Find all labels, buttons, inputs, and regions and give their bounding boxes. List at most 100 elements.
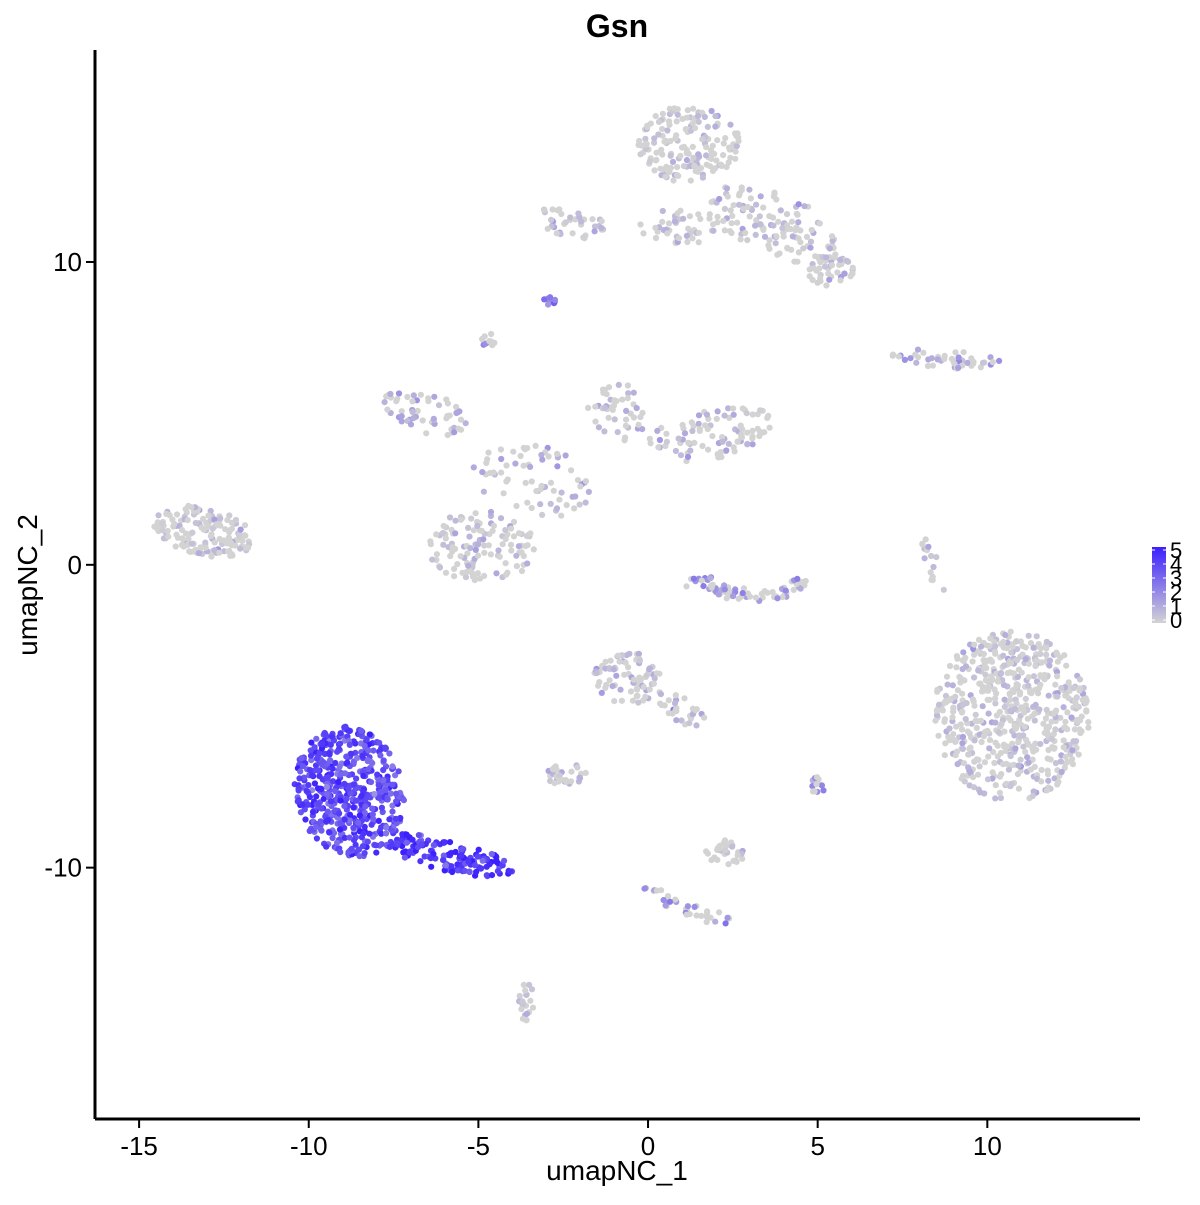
cell-point [667,137,674,145]
cell-point [674,210,681,217]
cell-point [720,217,727,224]
cell-point [640,230,647,237]
x-tick-label: -10 [290,1131,328,1161]
cell-point [556,206,563,213]
cell-point [237,526,244,533]
cell-point [518,549,525,556]
cell-point [188,504,195,511]
cell-point [733,143,740,150]
cell-point [646,158,654,165]
cell-point [971,702,978,709]
cell-point [719,434,726,441]
cell-point [527,463,534,470]
cell-point [513,563,521,570]
cell-point [659,218,666,225]
cell-point [932,717,939,724]
cell-point [659,110,667,117]
cell-point [719,438,726,445]
cell-point [1015,785,1023,792]
cell-point [480,536,487,543]
cell-point [1057,714,1064,721]
cell-point [1060,744,1067,751]
cell-point [554,463,561,470]
x-tick-label: -15 [120,1131,158,1161]
cell-point [849,270,856,277]
cell-point [635,650,643,658]
cell-point [828,262,836,269]
cell-point [165,533,172,540]
cell-point [336,763,343,770]
cell-point [662,902,669,909]
cell-point [441,867,448,874]
cell-point [458,852,465,859]
cell-point [329,834,336,842]
cell-point [1027,640,1035,647]
cell-point [971,651,978,658]
cell-point [964,359,971,366]
cell-point [946,662,954,670]
cell-point [644,124,651,131]
cell-point [1022,748,1029,756]
cell-point [944,681,951,688]
cell-point [773,196,780,203]
cell-point [609,683,616,690]
cell-point [451,565,458,573]
cell-point [642,693,649,700]
cell-point [722,135,729,142]
cell-point [216,549,223,556]
cell-point [845,258,852,265]
cell-point [503,571,510,578]
cell-point [315,767,322,774]
cell-point [618,697,626,704]
cell-point [488,850,495,858]
cell-point [1054,658,1061,665]
cell-point [442,862,449,869]
cell-point [703,152,710,159]
cell-point [526,981,533,989]
cell-point [826,276,833,283]
cell-point [951,360,958,367]
cell-point [829,237,836,244]
cell-point [336,810,343,817]
cell-point [459,569,466,576]
cell-point [721,412,728,419]
cell-point [1071,726,1078,733]
cell-point [988,658,996,665]
cell-point [789,233,796,240]
cell-point [330,829,338,837]
cell-point [539,456,546,463]
cell-point [410,415,417,422]
cell-point [982,671,989,678]
cell-point [1063,662,1070,669]
cell-point [942,692,950,700]
cell-point [714,408,721,415]
cell-point [712,123,719,130]
cell-point [807,238,815,245]
cell-point [313,755,320,762]
colorbar-tick-label: 1 [1170,594,1182,619]
cell-point [797,585,804,592]
y-ticks: -10 0 10 [44,247,95,883]
cell-point [1014,656,1021,664]
cell-point [686,720,693,727]
cell-point [665,220,673,227]
cell-point [720,152,727,159]
cell-point [651,139,658,146]
cell-point [952,349,959,356]
cell-point [1009,643,1016,650]
cell-point [322,731,329,738]
cell-point [766,245,773,252]
cell-point [1001,728,1008,735]
cell-point [710,221,717,228]
cell-point [1030,673,1037,680]
cell-point [697,215,704,223]
cell-point [433,531,440,538]
cell-point [621,671,628,678]
cell-point [680,163,688,170]
cell-point [929,362,937,369]
cell-point [766,424,773,431]
cell-point [664,894,672,901]
cell-point [703,144,710,151]
cell-point [452,517,459,524]
